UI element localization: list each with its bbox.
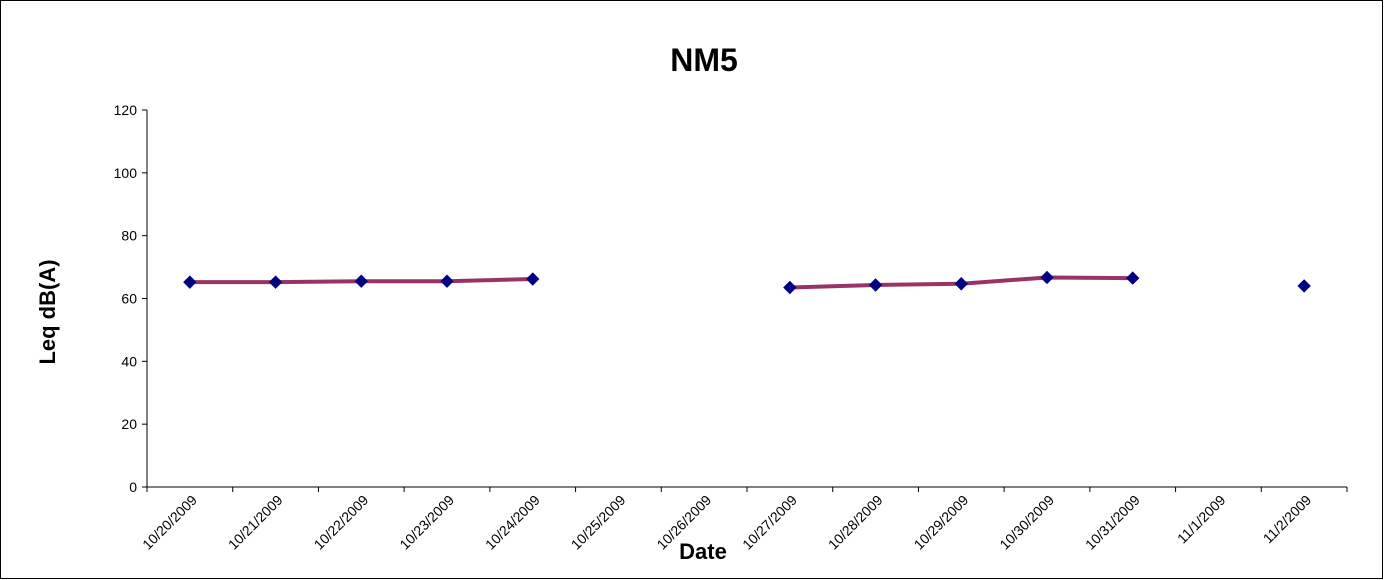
y-axis-label: Leq dB(A)	[35, 259, 60, 364]
data-point-marker	[954, 277, 968, 291]
x-tick-label: 10/31/2009	[1082, 492, 1143, 553]
x-axis-label: Date	[679, 539, 727, 564]
x-tick-label: 11/2/2009	[1260, 492, 1315, 547]
x-tick-label: 10/28/2009	[825, 492, 886, 553]
data-point-marker	[268, 275, 283, 289]
y-tick-label: 80	[121, 228, 137, 244]
x-tick-label: 11/1/2009	[1174, 492, 1229, 547]
data-point-marker	[783, 280, 797, 295]
data-point-marker	[1040, 270, 1054, 285]
data-point-marker	[354, 274, 368, 288]
x-tick-label: 10/27/2009	[739, 492, 800, 553]
y-tick-label: 60	[121, 291, 137, 307]
x-tick-label: 10/24/2009	[482, 492, 543, 553]
x-tick-label: 10/20/2009	[139, 492, 200, 553]
data-point-marker	[1297, 279, 1311, 293]
data-point-marker	[526, 272, 540, 286]
x-tick-label: 10/23/2009	[396, 492, 457, 553]
y-tick-label: 0	[129, 479, 137, 495]
data-point-marker	[1126, 271, 1140, 285]
y-tick-label: 40	[121, 353, 137, 369]
x-tick-label: 10/21/2009	[225, 492, 286, 553]
x-tick-label: 10/25/2009	[568, 492, 629, 553]
x-tick-label: 10/22/2009	[311, 492, 372, 553]
y-tick-label: 20	[121, 416, 137, 432]
y-tick-label: 100	[114, 165, 138, 181]
y-tick-label: 120	[114, 102, 138, 118]
x-tick-label: 10/29/2009	[911, 492, 972, 553]
x-tick-label: 10/30/2009	[996, 492, 1057, 553]
data-point-marker	[868, 278, 883, 292]
data-point-marker	[183, 275, 197, 289]
data-point-marker	[440, 274, 454, 288]
plot-area: 0 20 40 60 80 100 120 10/20/2009 10/21/2009 10/22…	[114, 102, 1348, 553]
chart-title: NM5	[670, 42, 738, 78]
